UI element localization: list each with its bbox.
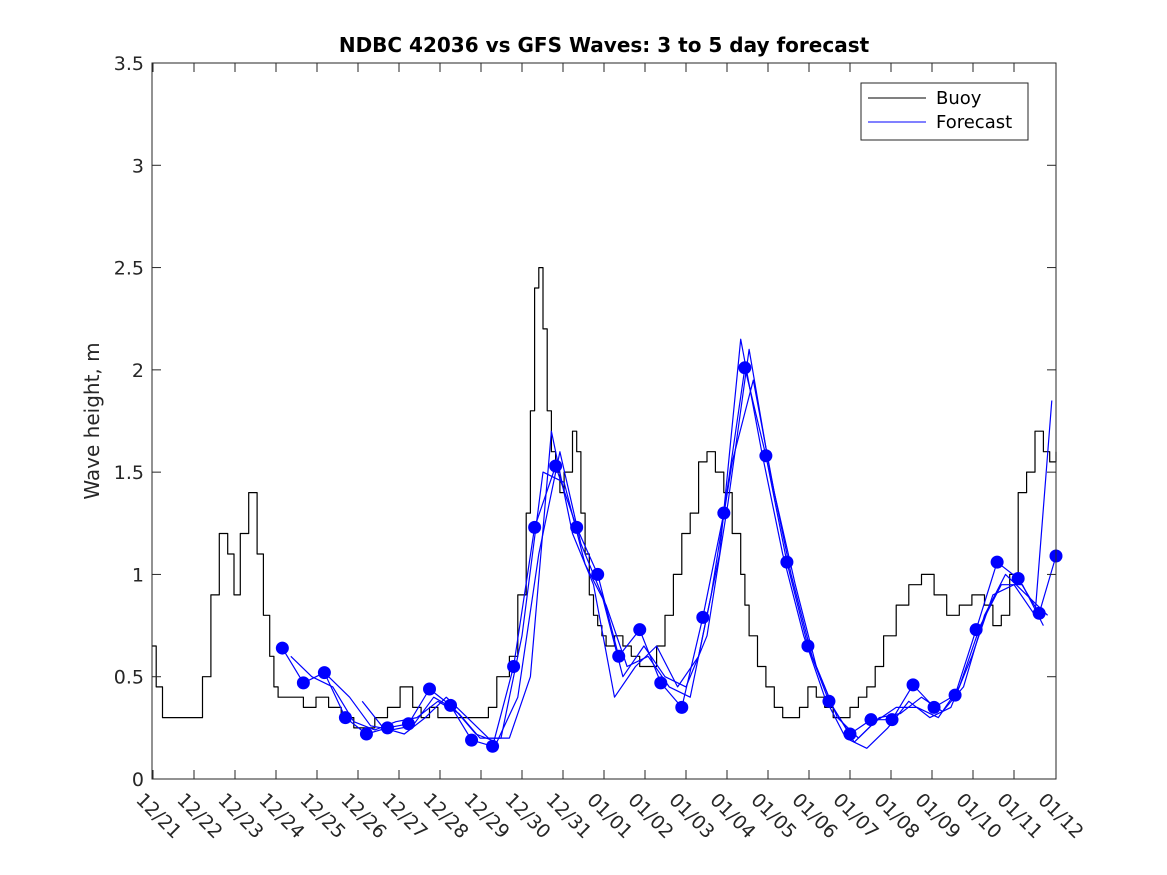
forecast-marker bbox=[486, 739, 500, 753]
legend-box bbox=[860, 82, 1029, 141]
forecast-marker bbox=[296, 676, 310, 690]
legend: Buoy Forecast bbox=[860, 82, 1029, 141]
forecast-marker bbox=[654, 676, 668, 690]
forecast-marker bbox=[696, 610, 710, 624]
plot-area bbox=[152, 63, 1056, 779]
forecast-marker bbox=[717, 506, 731, 520]
forecast-marker bbox=[380, 721, 394, 735]
y-tick-label: 2.5 bbox=[114, 258, 144, 280]
forecast-marker bbox=[885, 713, 899, 727]
y-tick-label: 0.5 bbox=[114, 667, 144, 689]
y-tick-label: 3.5 bbox=[114, 53, 144, 75]
forecast-marker bbox=[990, 555, 1004, 569]
forecast-marker bbox=[465, 733, 479, 747]
forecast-marker bbox=[317, 666, 331, 680]
y-tick-label: 3 bbox=[132, 155, 144, 177]
y-axis-label: Wave height, m bbox=[80, 342, 104, 499]
forecast-series-line bbox=[361, 338, 1053, 749]
y-tick-label: 1 bbox=[132, 564, 144, 586]
forecast-marker bbox=[549, 459, 563, 473]
forecast-marker bbox=[801, 639, 815, 653]
forecast-marker bbox=[969, 623, 983, 637]
legend-buoy-label: Buoy bbox=[936, 88, 982, 109]
y-tick-label: 0 bbox=[132, 769, 144, 791]
legend-forecast-label: Forecast bbox=[936, 112, 1012, 133]
forecast-marker bbox=[927, 700, 941, 714]
forecast-marker bbox=[570, 520, 584, 534]
forecast-marker bbox=[612, 649, 626, 663]
y-tick-label: 2 bbox=[132, 360, 144, 382]
marker-layer bbox=[275, 361, 1063, 753]
forecast-marker bbox=[843, 727, 857, 741]
buoy-series-line bbox=[152, 267, 1057, 729]
forecast-marker bbox=[948, 688, 962, 702]
y-tick-label: 1.5 bbox=[114, 462, 144, 484]
forecast-marker bbox=[1032, 606, 1046, 620]
forecast-series-line bbox=[290, 379, 1049, 739]
forecast-marker bbox=[591, 567, 605, 581]
forecast-marker bbox=[906, 678, 920, 692]
forecast-marker bbox=[822, 694, 836, 708]
forecast-marker bbox=[359, 727, 373, 741]
forecast-marker bbox=[507, 659, 521, 673]
forecast-marker bbox=[401, 717, 415, 731]
forecast-marker bbox=[528, 520, 542, 534]
forecast-marker bbox=[864, 713, 878, 727]
forecast-marker bbox=[338, 711, 352, 725]
forecast-marker bbox=[444, 698, 458, 712]
chart-title: NDBC 42036 vs GFS Waves: 3 to 5 day fore… bbox=[339, 33, 870, 57]
forecast-marker bbox=[1011, 572, 1025, 586]
forecast-marker bbox=[759, 449, 773, 463]
forecast-marker bbox=[780, 555, 794, 569]
y-axis: 0 0.5 1 1.5 2 2.5 3 3.5 bbox=[114, 53, 1056, 791]
forecast-marker bbox=[423, 682, 437, 696]
forecast-marker bbox=[633, 623, 647, 637]
axes-background bbox=[152, 63, 1056, 779]
forecast-marker bbox=[675, 700, 689, 714]
forecast-marker bbox=[738, 361, 752, 375]
forecast-marker bbox=[275, 641, 289, 655]
